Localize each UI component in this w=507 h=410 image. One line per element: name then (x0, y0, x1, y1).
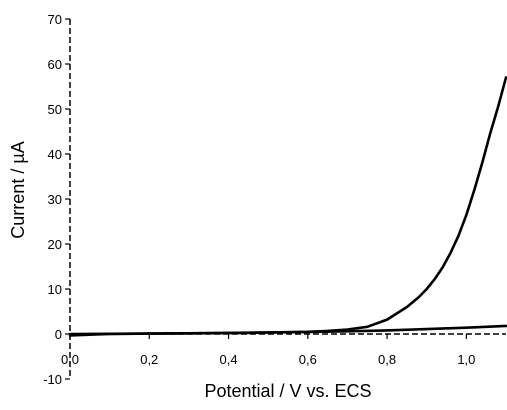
x-axis-label: Potential / V vs. ECS (204, 381, 371, 401)
x-tick-label: 0,4 (220, 352, 238, 367)
y-tick-label: 60 (48, 57, 62, 72)
y-tick-label: 10 (48, 282, 62, 297)
y-tick-label: 20 (48, 237, 62, 252)
y-tick-label: 0 (55, 327, 62, 342)
y-tick-label: 70 (48, 12, 62, 27)
x-tick-label: 0,0 (61, 352, 79, 367)
x-tick-label: 1,0 (457, 352, 475, 367)
series-line-2 (68, 324, 507, 337)
axes (69, 19, 506, 379)
y-tick-label: 30 (48, 192, 62, 207)
series-group (68, 76, 507, 337)
y-tick-label: -10 (43, 372, 62, 387)
y-tick-label: 40 (48, 147, 62, 162)
series-line-1 (68, 76, 507, 336)
x-tick-label: 0,8 (378, 352, 396, 367)
x-tick-label: 0,6 (299, 352, 317, 367)
y-axis-label: Current / µA (8, 141, 28, 238)
x-tick-label: 0,2 (140, 352, 158, 367)
y-tick-label: 50 (48, 102, 62, 117)
ticks: -10 0 10 20 30 40 50 60 70 0,0 0,2 0,4 0,6 0,8 1,0 (43, 12, 475, 387)
